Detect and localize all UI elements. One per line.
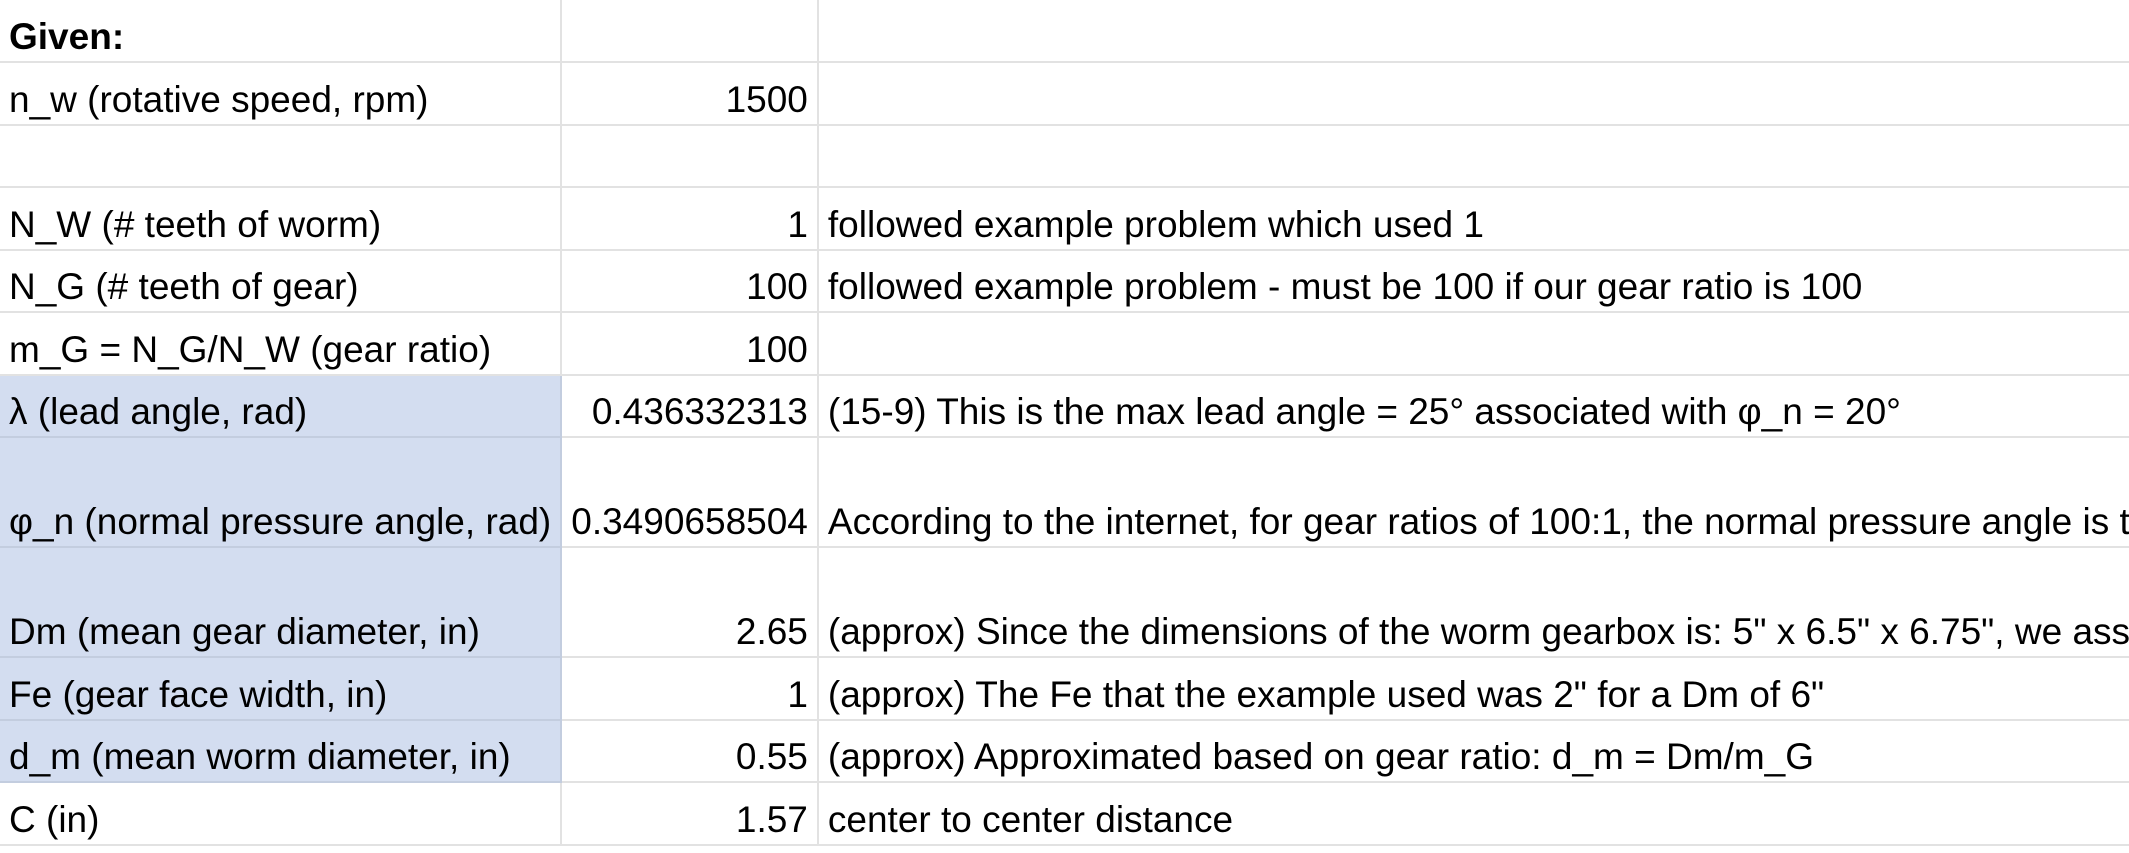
- cell-label[interactable]: N_W (# teeth of worm): [0, 186, 563, 251]
- cell-note[interactable]: followed example problem - must be 100 i…: [816, 249, 2129, 313]
- cell-note[interactable]: According to the internet, for gear rati…: [816, 436, 2129, 548]
- cell-note[interactable]: center to center distance: [816, 781, 2129, 846]
- cell-value[interactable]: [560, 0, 819, 63]
- table-row: m_G = N_G/N_W (gear ratio) 100: [0, 311, 2129, 376]
- cell-label[interactable]: Given:: [0, 0, 563, 63]
- table-row: λ (lead angle, rad) 0.436332313 (15-9) T…: [0, 374, 2129, 438]
- cell-value[interactable]: 1: [560, 656, 819, 721]
- table-row: N_W (# teeth of worm) 1 followed example…: [0, 186, 2129, 251]
- table-row: Fe (gear face width, in) 1 (approx) The …: [0, 656, 2129, 721]
- cell-note[interactable]: [816, 124, 2129, 188]
- cell-note[interactable]: [816, 0, 2129, 63]
- cell-value[interactable]: [560, 124, 819, 188]
- cell-label[interactable]: C (in): [0, 781, 563, 846]
- table-row: Dm (mean gear diameter, in) 2.65 (approx…: [0, 546, 2129, 658]
- cell-value[interactable]: 2.65: [560, 546, 819, 658]
- cell-value[interactable]: 100: [560, 311, 819, 376]
- table-row: n_w (rotative speed, rpm) 1500: [0, 61, 2129, 126]
- cell-label[interactable]: [0, 124, 563, 188]
- cell-note[interactable]: (approx) The Fe that the example used wa…: [816, 656, 2129, 721]
- cell-note[interactable]: followed example problem which used 1: [816, 186, 2129, 251]
- table-row: [0, 124, 2129, 188]
- cell-value[interactable]: 100: [560, 249, 819, 313]
- table-row: C (in) 1.57 center to center distance: [0, 781, 2129, 846]
- cell-note[interactable]: (approx) Approximated based on gear rati…: [816, 719, 2129, 783]
- cell-value[interactable]: 1: [560, 186, 819, 251]
- cell-note[interactable]: (15-9) This is the max lead angle = 25° …: [816, 374, 2129, 438]
- cell-label[interactable]: Fe (gear face width, in): [0, 656, 563, 721]
- cell-label[interactable]: Dm (mean gear diameter, in): [0, 546, 563, 658]
- cell-value[interactable]: 1.57: [560, 781, 819, 846]
- table-row: N_G (# teeth of gear) 100 followed examp…: [0, 249, 2129, 313]
- cell-note[interactable]: (approx) Since the dimensions of the wor…: [816, 546, 2129, 658]
- cell-note[interactable]: [816, 311, 2129, 376]
- cell-label[interactable]: m_G = N_G/N_W (gear ratio): [0, 311, 563, 376]
- table-row: Given:: [0, 0, 2129, 63]
- cell-value[interactable]: 0.436332313: [560, 374, 819, 438]
- cell-value[interactable]: 1500: [560, 61, 819, 126]
- cell-value[interactable]: 0.3490658504: [560, 436, 819, 548]
- cell-label[interactable]: λ (lead angle, rad): [0, 374, 563, 438]
- cell-label[interactable]: d_m (mean worm diameter, in): [0, 719, 563, 783]
- table-row: φ_n (normal pressure angle, rad) 0.34906…: [0, 436, 2129, 548]
- cell-note[interactable]: [816, 61, 2129, 126]
- cell-label[interactable]: n_w (rotative speed, rpm): [0, 61, 563, 126]
- cell-value[interactable]: 0.55: [560, 719, 819, 783]
- table-row: d_m (mean worm diameter, in) 0.55 (appro…: [0, 719, 2129, 783]
- cell-label[interactable]: φ_n (normal pressure angle, rad): [0, 436, 563, 548]
- cell-label[interactable]: N_G (# teeth of gear): [0, 249, 563, 313]
